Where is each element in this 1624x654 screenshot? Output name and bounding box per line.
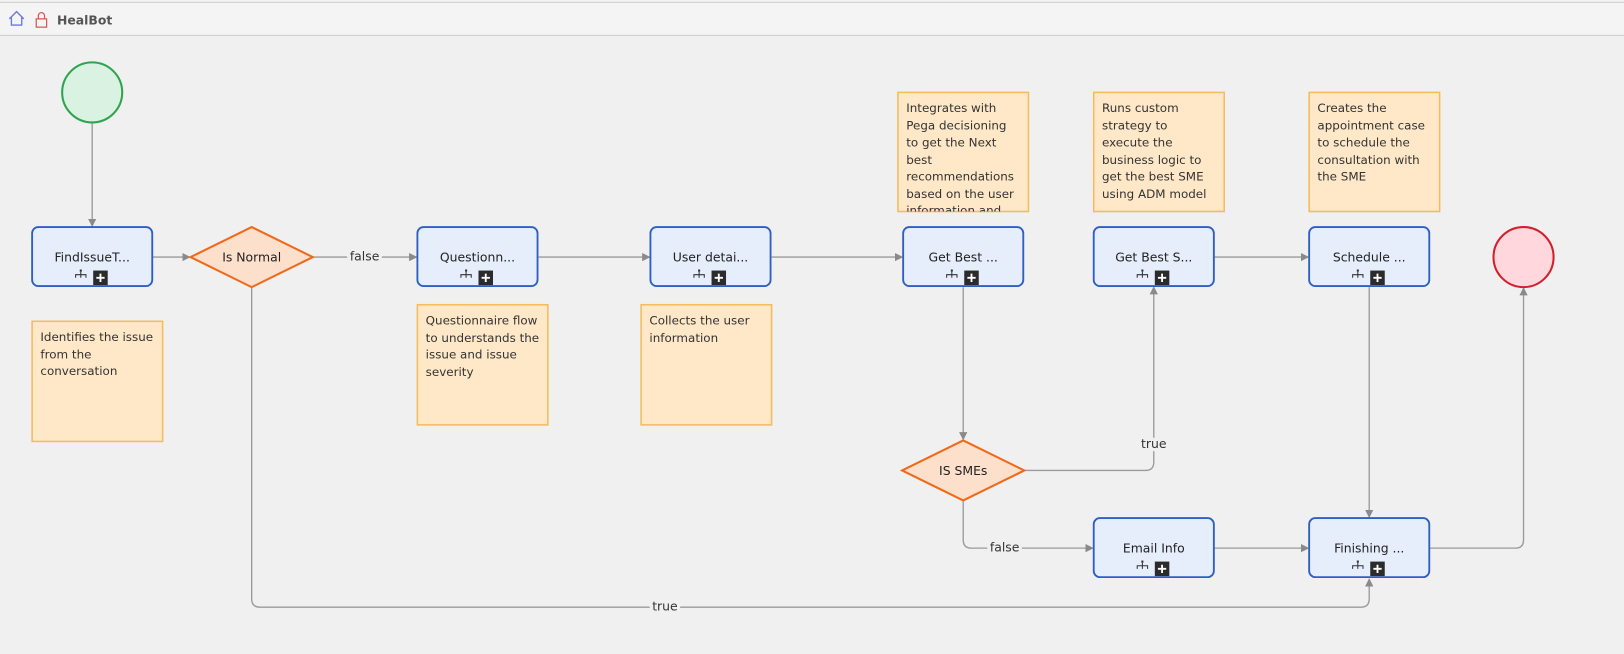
add-icon: [96, 273, 105, 282]
note-text: Runs custom strategy to execute the busi…: [1102, 100, 1207, 201]
decision-shape: [899, 439, 1027, 502]
decision-shape: [188, 225, 316, 289]
decision-node[interactable]: IS SMEs: [899, 439, 1027, 502]
subprocess-icon-box: [79, 269, 82, 272]
add-icon: [967, 273, 976, 282]
add-icon: [1157, 564, 1167, 573]
subprocess-icon: [1352, 562, 1364, 569]
node-label: Schedule ...: [1333, 250, 1406, 265]
note-container: Creates the appointment case to schedule…: [1317, 100, 1425, 184]
activity-node[interactable]: User detai...: [649, 226, 772, 288]
node-box: [1092, 517, 1215, 579]
subprocess-icon-box: [950, 269, 953, 272]
edge-label: true: [652, 599, 677, 614]
node-box: [1308, 226, 1431, 288]
activity-node[interactable]: FindIssueT...: [31, 226, 154, 288]
annotation[interactable]: Creates the appointment case to schedule…: [1308, 91, 1441, 213]
node-box: [31, 226, 154, 288]
activity-node[interactable]: Schedule ...: [1308, 226, 1431, 288]
node-label: Get Best S...: [1115, 250, 1192, 265]
note-container: Integrates with Pega decisioning to get …: [906, 100, 1015, 212]
note-container: Runs custom strategy to execute the busi…: [1102, 100, 1207, 201]
decision-node[interactable]: Is Normal: [188, 225, 316, 289]
subprocess-icon-box: [1141, 560, 1144, 563]
note-text: Questionnaire flow to understands the is…: [425, 313, 540, 379]
subprocess-icon-box: [698, 269, 701, 272]
annotation[interactable]: Integrates with Pega decisioning to get …: [897, 91, 1030, 213]
subprocess-icon: [693, 271, 705, 278]
header-bar: [0, 0, 1624, 36]
node-label: Questionn...: [440, 250, 515, 265]
note-text: Creates the appointment case to schedule…: [1317, 100, 1425, 184]
note-text: Integrates with Pega decisioning to get …: [906, 100, 1015, 212]
subprocess-icon: [75, 271, 87, 278]
annotation[interactable]: Questionnaire flow to understands the is…: [416, 303, 549, 426]
note-text: Collects the user information: [649, 313, 750, 345]
end-event[interactable]: [1492, 226, 1555, 289]
node-label: User detai...: [673, 250, 748, 265]
node-box: [1308, 517, 1431, 579]
activity-node[interactable]: Finishing ...: [1308, 517, 1431, 579]
note-container: Questionnaire flow to understands the is…: [425, 313, 540, 379]
flow-title: HealBot: [57, 12, 112, 27]
note-box: [640, 303, 773, 426]
activity-node[interactable]: Email Info: [1092, 517, 1215, 579]
edge-label: false: [990, 540, 1020, 555]
add-icon: [1373, 273, 1382, 282]
node-label: Email Info: [1123, 541, 1185, 556]
note-box: [416, 303, 549, 426]
note-box: [1092, 91, 1225, 213]
subprocess-icon: [1136, 562, 1149, 569]
subprocess-icon: [1352, 271, 1364, 278]
subprocess-icon-box: [465, 269, 468, 272]
activity-node[interactable]: Get Best ...: [902, 226, 1025, 288]
edges: [88, 122, 1528, 608]
annotation[interactable]: Identifies the issue from the conversati…: [31, 320, 164, 443]
edge: [1429, 287, 1528, 549]
note-box: [31, 320, 164, 443]
add-icon: [714, 273, 723, 282]
node-box: [649, 226, 772, 288]
node-box: [416, 226, 539, 288]
note-container: Identifies the issue from the conversati…: [40, 329, 154, 379]
add-icon: [1373, 564, 1382, 573]
home-icon[interactable]: [8, 10, 25, 26]
annotation[interactable]: Collects the user information: [640, 303, 773, 426]
edge: [1024, 286, 1158, 472]
node-box: [902, 226, 1025, 288]
activity-node[interactable]: Questionn...: [416, 226, 539, 288]
annotation[interactable]: Runs custom strategy to execute the busi…: [1092, 91, 1225, 213]
subprocess-icon: [1136, 271, 1149, 278]
add-icon: [481, 273, 490, 282]
edge: [251, 287, 1374, 608]
edge: [962, 501, 1094, 553]
decision-label: Is Normal: [222, 250, 281, 265]
node-label: FindIssueT...: [54, 250, 129, 265]
note-container: Collects the user information: [649, 313, 750, 345]
note-text: Identifies the issue from the conversati…: [40, 329, 154, 379]
subprocess-icon-box: [1141, 269, 1144, 272]
note-box: [1308, 91, 1441, 213]
node-box: [1092, 226, 1215, 288]
lock-icon: [35, 12, 48, 28]
subprocess-icon-box: [1356, 560, 1359, 563]
activity-node[interactable]: Get Best S...: [1092, 226, 1215, 288]
shapes: FindIssueT... Questionn... User detai... Ge…: [31, 91, 1441, 579]
decision-label: IS SMEs: [939, 463, 987, 478]
node-label: Get Best ...: [929, 250, 998, 265]
start-event[interactable]: [61, 61, 124, 124]
edge-label: false: [350, 249, 380, 264]
subprocess-icon: [460, 271, 472, 278]
subprocess-icon: [946, 271, 958, 278]
edge-label: true: [1141, 436, 1166, 451]
add-icon: [1157, 273, 1167, 282]
node-label: Finishing ...: [1334, 541, 1404, 556]
note-box: [897, 91, 1030, 213]
subprocess-icon-box: [1356, 269, 1359, 272]
